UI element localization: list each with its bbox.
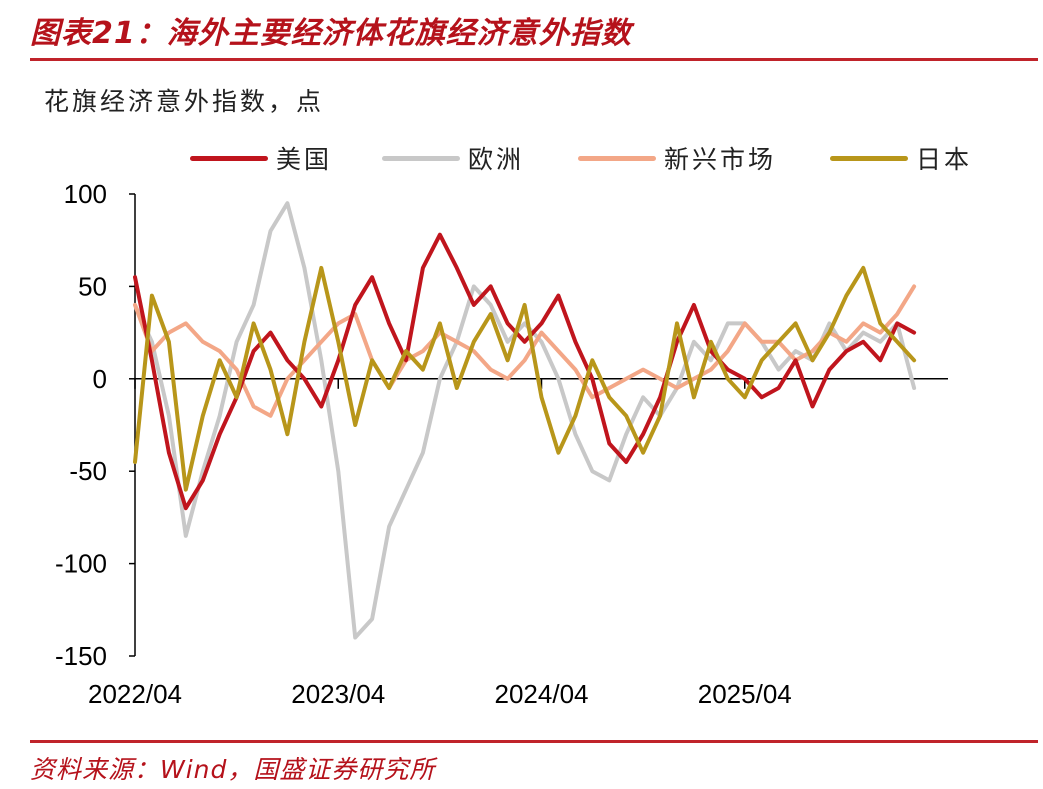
- series-line-em: [133, 284, 917, 418]
- y-tick-label: -150: [55, 641, 107, 671]
- y-tick-label: 50: [78, 271, 107, 301]
- legend-label-japan: 日本: [916, 145, 973, 174]
- source-note: 资料来源：Wind，国盛证券研究所: [30, 755, 436, 784]
- series-line-us: [133, 232, 917, 511]
- legend-item-us: 美国: [190, 140, 332, 176]
- legend-swatch-japan: [830, 155, 908, 161]
- title-divider: [30, 58, 1038, 61]
- source-divider: [30, 740, 1038, 743]
- series-line-europe: [133, 201, 917, 640]
- x-tick-label: 2024/04: [495, 679, 589, 709]
- legend-label-us: 美国: [276, 145, 333, 174]
- legend-item-japan: 日本: [830, 140, 972, 176]
- x-tick-label: 2022/04: [88, 679, 182, 709]
- legend-swatch-europe: [382, 155, 460, 161]
- x-tick-label: 2025/04: [698, 679, 792, 709]
- legend-label-em: 新兴市场: [664, 145, 777, 174]
- legend-swatch-us: [190, 155, 268, 161]
- y-tick-label: 0: [93, 364, 107, 394]
- legend-item-europe: 欧洲: [382, 140, 524, 176]
- legend-swatch-em: [578, 155, 656, 161]
- y-tick-label: -50: [69, 456, 107, 486]
- figure-title: 图表21：海外主要经济体花旗经济意外指数: [30, 16, 632, 51]
- series-line-japan: [133, 265, 917, 492]
- y-tick-label: 100: [64, 179, 107, 209]
- unit-label: 花旗经济意外指数，点: [44, 87, 325, 116]
- y-tick-label: -100: [55, 549, 107, 579]
- legend-label-europe: 欧洲: [468, 145, 525, 174]
- x-tick-label: 2023/04: [291, 679, 385, 709]
- legend-item-em: 新兴市场: [578, 140, 776, 176]
